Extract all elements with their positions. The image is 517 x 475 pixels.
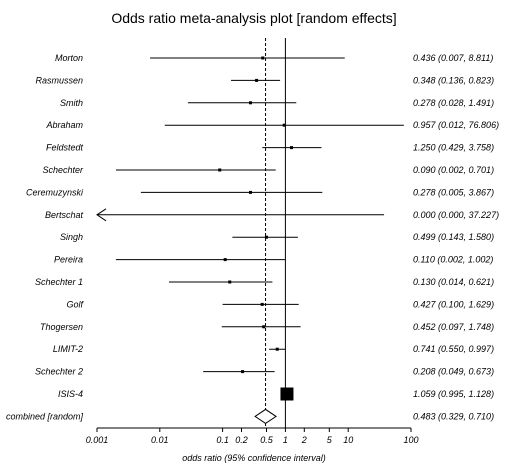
study-row: Thogersen 0.452 (0.097, 1.748) xyxy=(40,322,494,332)
study-row: Feldstedt 1.250 (0.429, 3.758) xyxy=(46,143,494,153)
study-row: Schechter 1 0.130 (0.014, 0.621) xyxy=(35,277,494,287)
point-estimate-marker xyxy=(223,258,227,262)
study-estimate-label: 0.110 (0.002, 1.002) xyxy=(413,255,493,265)
left-arrow-icon xyxy=(96,208,107,222)
point-estimate-marker xyxy=(264,235,268,239)
study-name: Schechter 2 xyxy=(35,367,83,377)
x-tick-label: 100 xyxy=(403,435,418,445)
study-estimate-label: 0.090 (0.002, 0.701) xyxy=(413,165,494,175)
study-estimate-label: 0.499 (0.143, 1.580) xyxy=(413,232,494,242)
combined-estimate-label: 0.483 (0.329, 0.710) xyxy=(413,411,494,421)
point-estimate-marker xyxy=(248,190,252,194)
study-name: Ceremuzynski xyxy=(26,187,84,197)
study-estimate-label: 0.957 (0.012, 76.806) xyxy=(413,120,499,130)
study-row: Smith 0.278 (0.028, 1.491) xyxy=(60,98,494,108)
study-estimate-label: 0.000 (0.000, 37.227) xyxy=(413,210,499,220)
chart-title: Odds ratio meta-analysis plot [random ef… xyxy=(111,10,396,26)
study-estimate-label: 1.059 (0.995, 1.128) xyxy=(413,389,494,399)
x-tick-label: 5 xyxy=(327,435,333,445)
point-estimate-marker xyxy=(241,370,245,374)
study-name: Morton xyxy=(55,53,83,63)
point-estimate-marker xyxy=(261,56,265,60)
study-name: Bertschat xyxy=(45,210,84,220)
point-estimate-marker xyxy=(260,302,264,306)
study-estimate-label: 0.436 (0.007, 8.811) xyxy=(413,53,493,63)
point-estimate-marker xyxy=(218,168,222,172)
study-estimate-label: 0.208 (0.049, 0.673) xyxy=(413,367,494,377)
study-row: Singh 0.499 (0.143, 1.580) xyxy=(60,232,494,242)
study-name: Singh xyxy=(60,232,83,242)
point-estimate-marker xyxy=(289,146,293,150)
study-name: Feldstedt xyxy=(46,143,84,153)
study-name: ISIS-4 xyxy=(58,389,83,399)
x-tick-label: 2 xyxy=(301,435,307,445)
study-row: Ceremuzynski 0.278 (0.005, 3.867) xyxy=(26,187,494,197)
study-row: Schechter 2 0.208 (0.049, 0.673) xyxy=(35,367,494,377)
point-estimate-marker xyxy=(280,387,294,401)
study-estimate-label: 0.278 (0.005, 3.867) xyxy=(413,187,494,197)
study-name: Rasmussen xyxy=(35,75,83,85)
study-estimate-label: 0.741 (0.550, 0.997) xyxy=(413,344,494,354)
study-row: Rasmussen 0.348 (0.136, 0.823) xyxy=(35,75,494,85)
study-rows: Morton 0.436 (0.007, 8.811) Rasmussen 0.348… xyxy=(6,38,499,428)
study-name: Abraham xyxy=(45,120,83,130)
study-name: Thogersen xyxy=(40,322,83,332)
study-row: ISIS-4 1.059 (0.995, 1.128) xyxy=(58,387,494,401)
combined-row: combined [random] 0.483 (0.329, 0.710) xyxy=(6,408,494,425)
study-name: Smith xyxy=(60,98,83,108)
study-estimate-label: 1.250 (0.429, 3.758) xyxy=(413,143,494,153)
x-tick-label: 10 xyxy=(343,435,353,445)
study-row: LIMIT-2 0.741 (0.550, 0.997) xyxy=(53,344,494,354)
study-estimate-label: 0.348 (0.136, 0.823) xyxy=(413,75,494,85)
study-estimate-label: 0.130 (0.014, 0.621) xyxy=(413,277,494,287)
x-axis-label: odds ratio (95% confidence interval) xyxy=(182,453,326,463)
point-estimate-marker xyxy=(255,78,259,82)
study-name: Pereira xyxy=(54,255,83,265)
combined-name: combined [random] xyxy=(6,411,84,421)
study-name: Golf xyxy=(66,299,84,309)
x-tick-label: 0.01 xyxy=(151,435,169,445)
study-row: Pereira 0.110 (0.002, 1.002) xyxy=(54,255,493,265)
x-tick-label: 0.5 xyxy=(260,435,274,445)
study-row: Bertschat 0.000 (0.000, 37.227) xyxy=(45,208,499,222)
study-row: Morton 0.436 (0.007, 8.811) xyxy=(55,53,493,63)
x-tick-label: 0.2 xyxy=(235,435,248,445)
study-estimate-label: 0.427 (0.100, 1.629) xyxy=(413,299,494,309)
study-name: Schechter 1 xyxy=(35,277,83,287)
point-estimate-marker xyxy=(228,280,232,284)
study-row: Schechter 0.090 (0.002, 0.701) xyxy=(42,165,494,175)
point-estimate-marker xyxy=(248,101,252,105)
point-estimate-marker xyxy=(262,325,266,329)
x-tick-label: 0.001 xyxy=(86,435,109,445)
study-estimate-label: 0.452 (0.097, 1.748) xyxy=(413,322,494,332)
study-row: Golf 0.427 (0.100, 1.629) xyxy=(66,299,494,309)
point-estimate-marker xyxy=(275,347,279,351)
study-name: LIMIT-2 xyxy=(53,344,83,354)
x-tick-label: 1 xyxy=(283,435,288,445)
study-estimate-label: 0.278 (0.028, 1.491) xyxy=(413,98,494,108)
x-tick-label: 0.1 xyxy=(216,435,229,445)
x-axis: 0.001 0.01 0.1 0.2 0.5 1 2 5 10 100 xyxy=(86,427,419,445)
point-estimate-marker xyxy=(282,123,286,127)
study-row: Abraham 0.957 (0.012, 76.806) xyxy=(45,120,499,130)
study-name: Schechter xyxy=(42,165,84,175)
combined-diamond xyxy=(254,408,277,425)
